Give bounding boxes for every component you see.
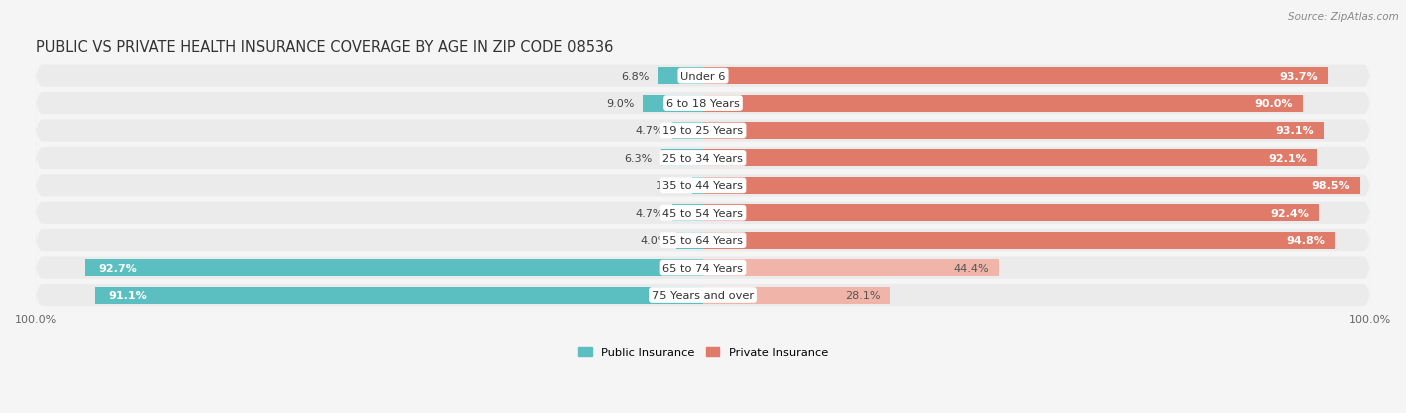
FancyBboxPatch shape [37,142,1369,175]
FancyBboxPatch shape [37,60,1369,93]
Bar [703,178,1360,195]
Text: 6.8%: 6.8% [621,71,650,81]
Legend: Public Insurance, Private Insurance: Public Insurance, Private Insurance [578,347,828,358]
Text: 65 to 74 Years: 65 to 74 Years [662,263,744,273]
Text: 6 to 18 Years: 6 to 18 Years [666,99,740,109]
Bar [703,95,1303,112]
Bar [658,68,703,85]
Text: PUBLIC VS PRIVATE HEALTH INSURANCE COVERAGE BY AGE IN ZIP CODE 08536: PUBLIC VS PRIVATE HEALTH INSURANCE COVER… [37,40,613,55]
Text: 92.4%: 92.4% [1270,208,1309,218]
Text: 98.5%: 98.5% [1312,181,1350,191]
Bar [672,123,703,140]
Text: 1.6%: 1.6% [657,181,685,191]
Text: 19 to 25 Years: 19 to 25 Years [662,126,744,136]
Text: 28.1%: 28.1% [845,290,880,300]
FancyBboxPatch shape [37,170,1369,202]
Text: 6.3%: 6.3% [624,154,652,164]
Text: 75 Years and over: 75 Years and over [652,290,754,300]
Text: 55 to 64 Years: 55 to 64 Years [662,235,744,246]
Text: 93.1%: 93.1% [1275,126,1313,136]
Text: Source: ZipAtlas.com: Source: ZipAtlas.com [1288,12,1399,22]
Text: 44.4%: 44.4% [953,263,988,273]
Bar [643,95,703,112]
Bar [703,205,1319,222]
Bar [676,232,703,249]
FancyBboxPatch shape [37,224,1369,257]
Bar [692,178,703,195]
Text: 90.0%: 90.0% [1254,99,1294,109]
Text: 45 to 54 Years: 45 to 54 Years [662,208,744,218]
FancyBboxPatch shape [37,115,1369,147]
Text: 35 to 44 Years: 35 to 44 Years [662,181,744,191]
Text: 92.1%: 92.1% [1268,154,1308,164]
Bar [661,150,703,167]
Text: 4.7%: 4.7% [636,126,664,136]
Text: 4.7%: 4.7% [636,208,664,218]
Text: 91.1%: 91.1% [108,290,148,300]
Bar [84,259,703,276]
Bar [703,287,890,304]
Bar [96,287,703,304]
Text: 93.7%: 93.7% [1279,71,1317,81]
Text: 4.0%: 4.0% [640,235,668,246]
Bar [703,123,1324,140]
Text: 25 to 34 Years: 25 to 34 Years [662,154,744,164]
FancyBboxPatch shape [37,252,1369,284]
Text: 94.8%: 94.8% [1286,235,1326,246]
FancyBboxPatch shape [37,279,1369,311]
Text: 92.7%: 92.7% [98,263,136,273]
Bar [703,68,1327,85]
Text: Under 6: Under 6 [681,71,725,81]
Bar [703,150,1317,167]
Bar [672,205,703,222]
FancyBboxPatch shape [37,88,1369,120]
Text: 9.0%: 9.0% [606,99,636,109]
Bar [703,232,1336,249]
FancyBboxPatch shape [37,197,1369,230]
Bar [703,259,1000,276]
